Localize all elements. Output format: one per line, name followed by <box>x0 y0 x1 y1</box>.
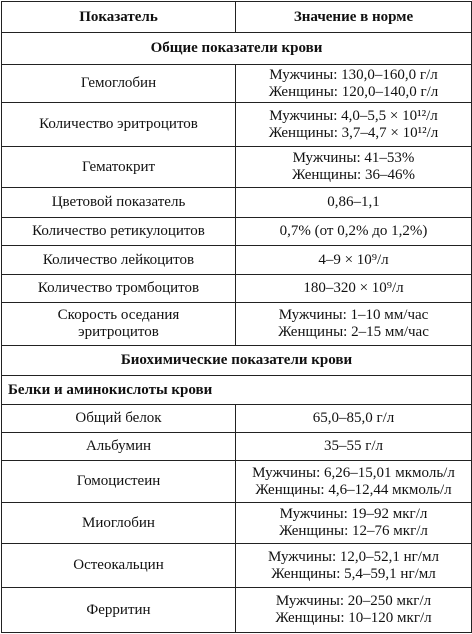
value-line: Женщины: 4,6–12,44 мкмоль/л <box>255 481 452 498</box>
value-line: 4–9 × 10⁹/л <box>318 251 389 268</box>
value-line: Мужчины: 4,0–5,5 × 10¹²/л <box>269 107 438 124</box>
value-line: Женщины: 120,0–140,0 г/л <box>268 83 439 100</box>
name-cell: Скорость оседания эритроцитов <box>1 302 236 346</box>
table-row: Альбумин 35–55 г/л <box>1 432 472 461</box>
value-cell: Мужчины: 130,0–160,0 г/л Женщины: 120,0–1… <box>235 64 472 103</box>
table-row: Гематокрит Мужчины: 41–53% Женщины: 36–46% <box>1 146 472 188</box>
value-line: 0,7% (от 0,2% до 1,2%) <box>279 223 428 239</box>
value-cell: Мужчины: 1–10 мм/час Женщины: 2–15 мм/час <box>235 302 472 346</box>
table-row: Количество ретикулоцитов 0,7% (от 0,2% до… <box>1 217 472 246</box>
value-cell: Мужчины: 6,26–15,01 мкмоль/л Женщины: 4,6… <box>235 460 472 503</box>
name-cell: Количество эритроцитов <box>1 102 236 147</box>
value-cell: 0,86–1,1 <box>235 187 472 218</box>
value-cell: Мужчины: 4,0–5,5 × 10¹²/л Женщины: 3,7–4,… <box>235 102 472 147</box>
value-line: 35–55 г/л <box>323 438 384 454</box>
name-cell: Гематокрит <box>1 146 236 188</box>
value-line: 180–320 × 10⁹/л <box>303 280 404 296</box>
name-cell: Остеокальцин <box>1 543 236 588</box>
value-cell: 180–320 × 10⁹/л <box>235 274 472 303</box>
value-line: Женщины: 3,7–4,7 × 10¹²/л <box>268 124 439 141</box>
value-line: Мужчины: 130,0–160,0 г/л <box>269 66 438 83</box>
table-row: Ферритин Мужчины: 20–250 мкг/л Женщины: 10… <box>1 587 472 633</box>
table-row: Количество эритроцитов Мужчины: 4,0–5,5 ×… <box>1 102 472 147</box>
name-cell: Альбумин <box>1 432 236 461</box>
table-row: Количество лейкоцитов 4–9 × 10⁹/л <box>1 245 472 275</box>
table-row: Гемоглобин Мужчины: 130,0–160,0 г/л Женщин… <box>1 64 472 103</box>
value-cell: 65,0–85,0 г/л <box>235 404 472 433</box>
value-cell: Мужчины: 41–53% Женщины: 36–46% <box>235 146 472 188</box>
name-cell: Гемоглобин <box>1 64 236 103</box>
table-row: Скорость оседания эритроцитов Мужчины: 1–… <box>1 302 472 346</box>
value-line: Мужчины: 6,26–15,01 мкмоль/л <box>252 464 455 481</box>
value-cell: 35–55 г/л <box>235 432 472 461</box>
table-row: Биохимические показатели крови <box>1 345 472 376</box>
value-cell: Мужчины: 20–250 мкг/л Женщины: 10–120 мкг… <box>235 587 472 633</box>
name-cell: Общий белок <box>1 404 236 433</box>
name-cell: Миоглобин <box>1 502 236 544</box>
value-cell: 4–9 × 10⁹/л <box>235 245 472 275</box>
name-cell: Гомоцистеин <box>1 460 236 503</box>
table-row: Цветовой показатель 0,86–1,1 <box>1 187 472 218</box>
table-row: Общий белок 65,0–85,0 г/л <box>1 404 472 433</box>
value-line: Женщины: 10–120 мкг/л <box>275 610 432 626</box>
value-cell: Мужчины: 12,0–52,1 нг/мл Женщины: 5,4–59,… <box>235 543 472 588</box>
section-cell: Общие показатели крови <box>1 32 472 65</box>
value-line: 0,86–1,1 <box>327 194 380 210</box>
name-cell: Количество лейкоцитов <box>1 245 236 275</box>
value-line: Мужчины: 19–92 мкг/л <box>279 506 428 522</box>
value-cell: Мужчины: 19–92 мкг/л Женщины: 12–76 мкг/л <box>235 502 472 544</box>
value-line: Мужчины: 41–53% <box>292 150 415 166</box>
header-cell: Показатель <box>1 1 236 33</box>
table-row: Количество тромбоцитов 180–320 × 10⁹/л <box>1 274 472 303</box>
name-cell: Ферритин <box>1 587 236 633</box>
name-cell: Количество тромбоцитов <box>1 274 236 303</box>
value-cell: 0,7% (от 0,2% до 1,2%) <box>235 217 472 246</box>
header-row: Показатель Значение в норме <box>1 1 472 33</box>
value-line: Женщины: 12–76 мкг/л <box>279 523 428 539</box>
subsection-cell: Белки и аминокислоты крови <box>1 375 472 405</box>
value-line: Мужчины: 20–250 мкг/л <box>275 593 432 609</box>
value-line: Женщины: 5,4–59,1 нг/мл <box>271 565 436 582</box>
table-body: Общие показатели крови Гемоглобин Мужчины:… <box>1 32 472 633</box>
value-line: 65,0–85,0 г/л <box>312 410 395 426</box>
name-cell: Цветовой показатель <box>1 187 236 218</box>
table-row: Общие показатели крови <box>1 32 472 65</box>
header-cell: Значение в норме <box>235 1 472 33</box>
value-line: Мужчины: 12,0–52,1 нг/мл <box>268 548 439 565</box>
value-line: Мужчины: 1–10 мм/час <box>278 307 429 323</box>
table-row: Миоглобин Мужчины: 19–92 мкг/л Женщины: 12… <box>1 502 472 544</box>
name-cell: Количество ретикулоцитов <box>1 217 236 246</box>
section-cell: Биохимические показатели крови <box>1 345 472 376</box>
table-row: Гомоцистеин Мужчины: 6,26–15,01 мкмоль/л Ж… <box>1 460 472 503</box>
value-line: Женщины: 2–15 мм/час <box>278 324 429 340</box>
table-row: Белки и аминокислоты крови <box>1 375 472 405</box>
value-line: Женщины: 36–46% <box>292 167 415 183</box>
table-row: Остеокальцин Мужчины: 12,0–52,1 нг/мл Женщ… <box>1 543 472 588</box>
